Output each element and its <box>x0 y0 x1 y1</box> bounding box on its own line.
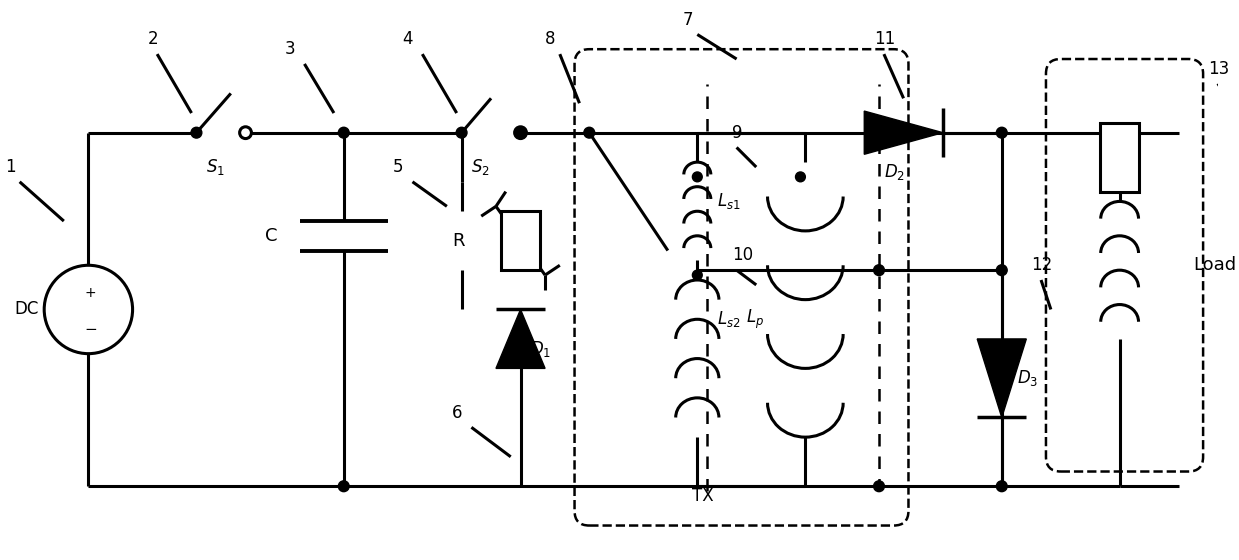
Polygon shape <box>496 310 545 368</box>
Circle shape <box>456 127 467 138</box>
Text: $L_{s2}$: $L_{s2}$ <box>717 309 741 329</box>
Circle shape <box>795 172 805 182</box>
Text: $D_1$: $D_1$ <box>530 339 551 359</box>
Text: 2: 2 <box>147 30 157 48</box>
Circle shape <box>584 127 595 138</box>
Bar <box>501 211 540 270</box>
Text: 11: 11 <box>873 30 896 48</box>
Bar <box>1100 123 1140 192</box>
Circle shape <box>514 127 527 138</box>
Text: 1: 1 <box>5 158 16 176</box>
Text: $S_2$: $S_2$ <box>471 157 491 177</box>
Circle shape <box>239 127 252 138</box>
Text: 9: 9 <box>732 124 742 142</box>
Text: C: C <box>265 227 278 245</box>
Text: 5: 5 <box>393 158 404 176</box>
Circle shape <box>996 127 1007 138</box>
Text: 8: 8 <box>545 30 555 48</box>
Text: $D_2$: $D_2$ <box>883 162 904 182</box>
Text: Load: Load <box>1193 256 1237 274</box>
Text: $S_1$: $S_1$ <box>206 157 225 177</box>
Circle shape <box>191 127 202 138</box>
Circle shape <box>996 481 1007 492</box>
Text: R: R <box>452 232 465 250</box>
Polygon shape <box>865 111 943 155</box>
Circle shape <box>873 481 885 492</box>
Text: DC: DC <box>15 301 40 319</box>
Circle shape <box>693 270 703 280</box>
Text: 7: 7 <box>683 11 693 29</box>
Text: 4: 4 <box>403 30 413 48</box>
Text: 6: 6 <box>452 404 462 422</box>
Text: $L_p$: $L_p$ <box>746 307 764 331</box>
Circle shape <box>873 127 885 138</box>
Text: $L_{s1}$: $L_{s1}$ <box>717 192 741 212</box>
Text: 13: 13 <box>1208 60 1229 78</box>
Text: 3: 3 <box>285 40 295 58</box>
Polygon shape <box>978 339 1026 418</box>
Circle shape <box>873 265 885 276</box>
Text: 12: 12 <box>1031 256 1052 274</box>
Text: +: + <box>84 286 97 300</box>
Circle shape <box>693 172 703 182</box>
Text: TX: TX <box>693 487 714 505</box>
Circle shape <box>338 127 349 138</box>
Circle shape <box>515 127 525 138</box>
Circle shape <box>996 265 1007 276</box>
Text: 10: 10 <box>732 246 753 264</box>
Circle shape <box>338 481 349 492</box>
Text: $D_3$: $D_3$ <box>1016 368 1038 388</box>
Text: −: − <box>84 321 97 337</box>
